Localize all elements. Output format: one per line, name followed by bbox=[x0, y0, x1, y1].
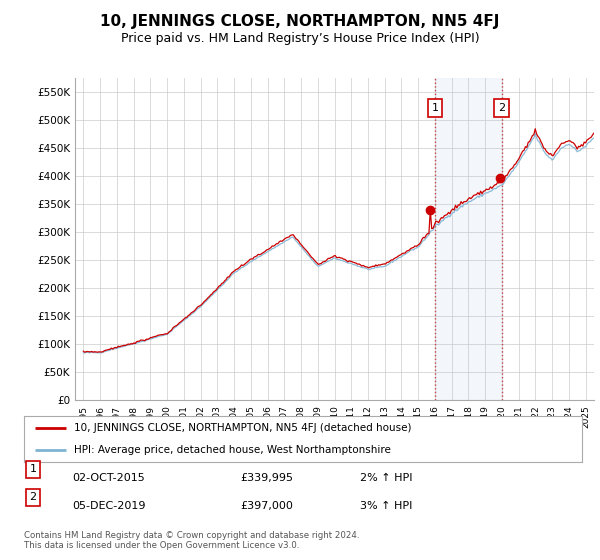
Text: £397,000: £397,000 bbox=[240, 501, 293, 511]
Text: 10, JENNINGS CLOSE, NORTHAMPTON, NN5 4FJ (detached house): 10, JENNINGS CLOSE, NORTHAMPTON, NN5 4FJ… bbox=[74, 423, 412, 433]
Text: 3% ↑ HPI: 3% ↑ HPI bbox=[360, 501, 412, 511]
Text: 2: 2 bbox=[499, 103, 505, 113]
Text: 10, JENNINGS CLOSE, NORTHAMPTON, NN5 4FJ: 10, JENNINGS CLOSE, NORTHAMPTON, NN5 4FJ bbox=[100, 14, 500, 29]
Text: 1: 1 bbox=[29, 464, 37, 474]
Text: 1: 1 bbox=[431, 103, 439, 113]
Text: 2: 2 bbox=[29, 492, 37, 502]
Text: 2% ↑ HPI: 2% ↑ HPI bbox=[360, 473, 413, 483]
Text: 05-DEC-2019: 05-DEC-2019 bbox=[72, 501, 146, 511]
Text: 02-OCT-2015: 02-OCT-2015 bbox=[72, 473, 145, 483]
Bar bbox=[435, 78, 502, 400]
Text: Price paid vs. HM Land Registry’s House Price Index (HPI): Price paid vs. HM Land Registry’s House … bbox=[121, 32, 479, 45]
Text: HPI: Average price, detached house, West Northamptonshire: HPI: Average price, detached house, West… bbox=[74, 445, 391, 455]
Text: Contains HM Land Registry data © Crown copyright and database right 2024.
This d: Contains HM Land Registry data © Crown c… bbox=[24, 531, 359, 550]
Text: £339,995: £339,995 bbox=[240, 473, 293, 483]
